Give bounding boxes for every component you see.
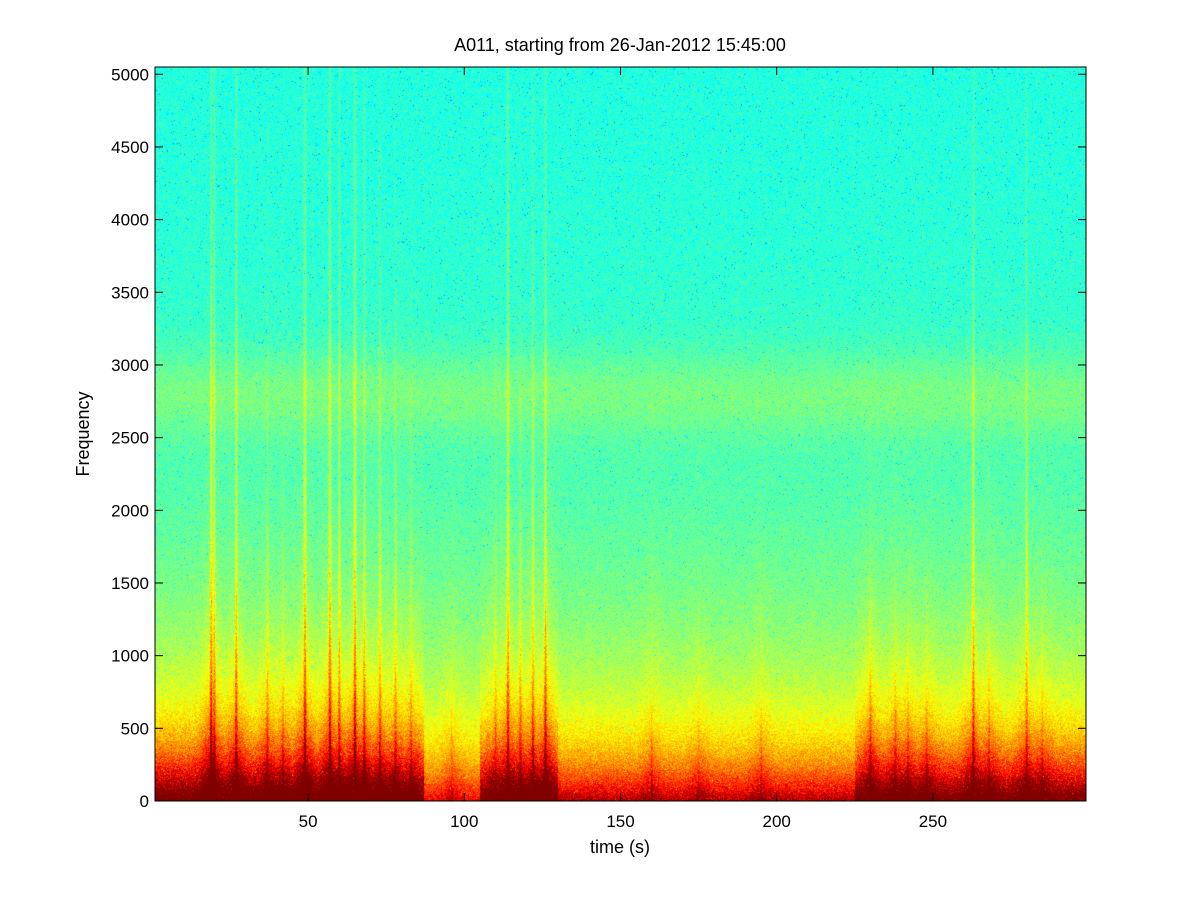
x-axis-label: time (s) xyxy=(590,837,650,857)
y-tick-label: 4500 xyxy=(111,138,149,157)
x-tick-label: 100 xyxy=(450,812,478,831)
y-tick-label: 2500 xyxy=(111,429,149,448)
y-tick-label: 500 xyxy=(121,719,149,738)
y-tick-label: 5000 xyxy=(111,65,149,84)
chart-title: A011, starting from 26-Jan-2012 15:45:00 xyxy=(454,35,786,55)
y-tick-label: 1500 xyxy=(111,574,149,593)
plot-area xyxy=(154,66,1087,802)
x-tick-label: 250 xyxy=(919,812,947,831)
y-tick-label: 4000 xyxy=(111,211,149,230)
y-tick-label: 3500 xyxy=(111,283,149,302)
spectrogram-image xyxy=(155,67,1086,801)
y-tick-label: 2000 xyxy=(111,501,149,520)
x-tick-label: 50 xyxy=(299,812,318,831)
y-tick-label: 1000 xyxy=(111,647,149,666)
x-tick-label: 200 xyxy=(763,812,791,831)
x-axis: 50 100 150 200 250 xyxy=(299,67,947,831)
y-axis-label: Frequency xyxy=(73,391,93,476)
y-axis: 0 500 1000 1500 2000 2500 3000 3500 4000 4500 5000 xyxy=(111,65,1086,811)
y-tick-label: 0 xyxy=(140,792,149,811)
y-tick-label: 3000 xyxy=(111,356,149,375)
x-tick-label: 150 xyxy=(606,812,634,831)
